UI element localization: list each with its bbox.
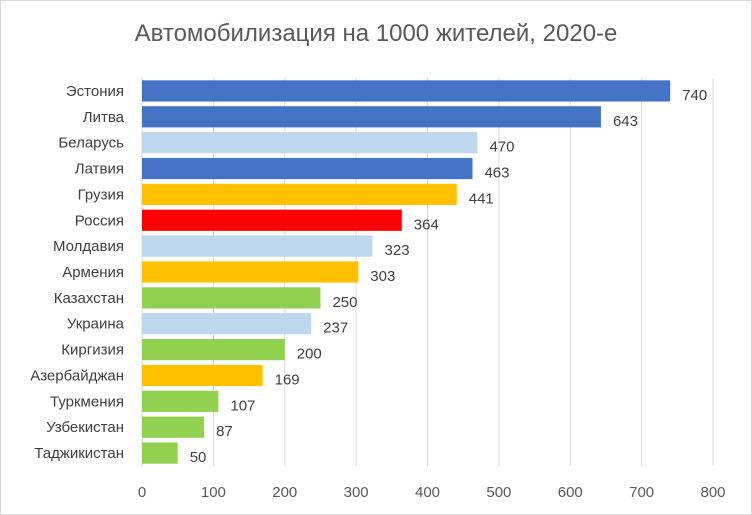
bar — [142, 442, 178, 464]
x-tick-label: 400 — [415, 484, 440, 501]
bar — [142, 80, 671, 102]
x-tick-label: 100 — [201, 484, 226, 501]
bar — [142, 364, 263, 387]
bar — [142, 183, 457, 206]
bar — [142, 416, 205, 438]
x-tick-label: 600 — [558, 484, 583, 501]
value-label: 87 — [216, 423, 233, 440]
category-label: Эстония — [66, 83, 124, 100]
x-tick-label: 0 — [138, 484, 146, 501]
category-label: Киргизия — [61, 342, 124, 359]
chart-title: Автомобилизация на 1000 жителей, 2020-е — [134, 20, 618, 47]
bar — [142, 287, 321, 309]
category-label: Грузия — [78, 186, 124, 203]
bar — [142, 132, 478, 154]
category-label: Армения — [62, 264, 124, 281]
x-tick-label: 700 — [629, 484, 654, 501]
value-label: 740 — [682, 87, 707, 104]
category-label: Украина — [67, 316, 125, 333]
value-label: 200 — [297, 346, 322, 363]
bar — [142, 235, 373, 257]
bar — [142, 209, 402, 231]
x-tick-label: 800 — [700, 484, 725, 501]
category-label: Казахстан — [54, 290, 124, 307]
bar — [142, 261, 359, 283]
value-label: 107 — [230, 397, 255, 414]
value-label: 463 — [484, 165, 509, 182]
bar — [142, 390, 219, 412]
category-label: Латвия — [75, 161, 124, 178]
category-label: Беларусь — [58, 135, 124, 152]
bar — [142, 313, 312, 335]
value-label: 237 — [323, 320, 348, 337]
bar — [142, 338, 285, 361]
category-label: Азербайджан — [30, 367, 124, 384]
category-label: Туркмения — [50, 393, 124, 410]
value-label: 303 — [370, 268, 395, 285]
value-label: 323 — [385, 242, 410, 259]
value-label: 643 — [613, 113, 638, 130]
x-tick-label: 200 — [272, 484, 297, 501]
bar — [142, 157, 473, 180]
bar — [142, 106, 601, 128]
x-tick-label: 500 — [486, 484, 511, 501]
category-label: Россия — [75, 212, 124, 229]
category-label: Узбекистан — [46, 419, 124, 436]
category-label: Таджикистан — [34, 445, 124, 462]
value-label: 50 — [190, 449, 207, 466]
category-label: Литва — [83, 109, 125, 126]
value-label: 470 — [489, 139, 514, 156]
value-label: 364 — [414, 216, 439, 233]
value-label: 250 — [332, 294, 357, 311]
category-label: Молдавия — [53, 238, 124, 255]
x-tick-label: 300 — [344, 484, 369, 501]
value-label: 169 — [275, 371, 300, 388]
value-label: 441 — [469, 190, 494, 207]
